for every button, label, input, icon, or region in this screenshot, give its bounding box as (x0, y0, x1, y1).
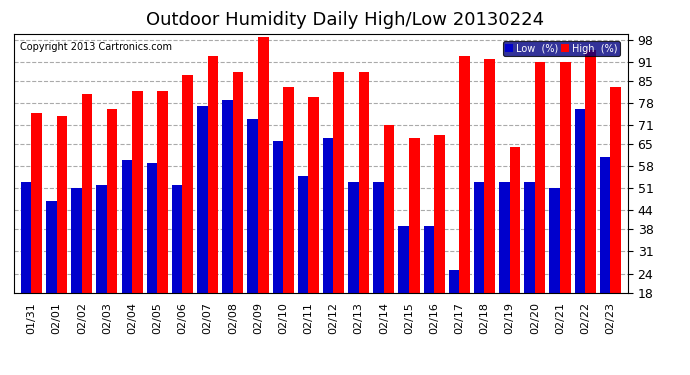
Bar (535, 62, 545, 292)
Bar (424, 226, 434, 292)
Bar (32, 112, 42, 292)
Bar (208, 56, 218, 292)
Bar (448, 270, 460, 292)
Bar (384, 125, 395, 292)
Bar (308, 97, 319, 292)
Bar (233, 72, 244, 292)
Bar (560, 62, 571, 292)
Bar (499, 182, 510, 292)
Bar (97, 185, 107, 292)
Bar (409, 138, 420, 292)
Bar (484, 59, 495, 292)
Legend: Low  (%), High  (%): Low (%), High (%) (503, 41, 620, 56)
Bar (107, 110, 117, 292)
Bar (373, 182, 384, 292)
Bar (297, 176, 308, 292)
Bar (524, 182, 535, 292)
Bar (258, 37, 268, 292)
Bar (323, 138, 333, 292)
Bar (474, 182, 484, 292)
Bar (359, 72, 369, 292)
Bar (57, 116, 67, 292)
Bar (197, 106, 208, 292)
Bar (549, 188, 560, 292)
Bar (21, 182, 32, 292)
Bar (610, 87, 621, 292)
Bar (585, 50, 595, 292)
Bar (283, 87, 294, 292)
Bar (46, 201, 57, 292)
Bar (157, 90, 168, 292)
Text: Copyright 2013 Cartronics.com: Copyright 2013 Cartronics.com (20, 42, 172, 51)
Bar (333, 72, 344, 292)
Bar (273, 141, 283, 292)
Bar (460, 56, 470, 292)
Bar (132, 90, 143, 292)
Bar (434, 135, 444, 292)
Bar (147, 163, 157, 292)
Bar (71, 188, 81, 292)
Bar (182, 75, 193, 292)
Bar (600, 157, 610, 292)
Bar (398, 226, 409, 292)
Bar (172, 185, 182, 292)
Bar (575, 110, 585, 292)
Bar (348, 182, 359, 292)
Bar (121, 160, 132, 292)
Bar (222, 100, 233, 292)
Bar (247, 119, 258, 292)
Text: Outdoor Humidity Daily High/Low 20130224: Outdoor Humidity Daily High/Low 20130224 (146, 11, 544, 29)
Bar (510, 147, 520, 292)
Bar (81, 94, 92, 292)
